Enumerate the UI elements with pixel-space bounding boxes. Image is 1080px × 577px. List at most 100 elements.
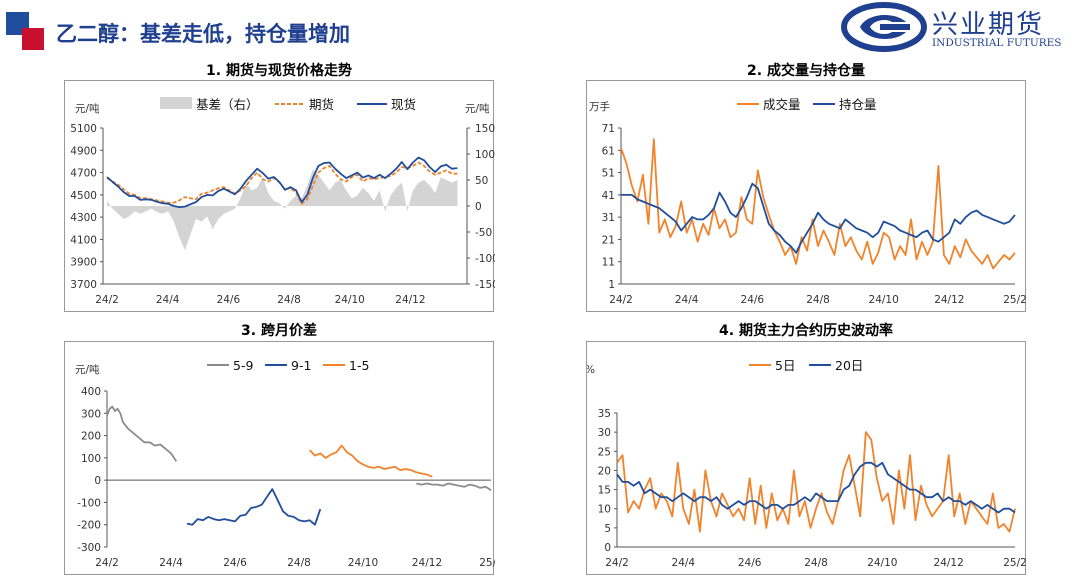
chart2-panel: 万手 71 61 51 41 31 21 11 1 24/2 24/4 24/6 24/8 24/10 24… (586, 80, 1027, 312)
c1-y2tick-label: 150 (475, 123, 495, 135)
logo-mark-icon (841, 2, 927, 52)
c4-ytick-label: 35 (598, 408, 611, 420)
c1-y2tick-label: 50 (475, 175, 488, 187)
c2-unit-left: 万手 (589, 100, 610, 113)
c3-series-line-2 (309, 444, 433, 478)
chart3-panel: 元/吨 400 300 200 100 0 -100 -200 -300 24/2 24/4 24/6… (64, 341, 495, 575)
c2-ytick-label: 1 (608, 279, 615, 291)
c4-ytick-label: 25 (598, 446, 611, 458)
c3-xtick-label: 24/12 (412, 557, 442, 569)
c2-ytick-label: 21 (602, 234, 615, 246)
c1-y2tick-label: 100 (475, 149, 495, 161)
c1-unit-right: 元/吨 (465, 102, 490, 115)
c3-xtick-label: 24/10 (348, 557, 378, 569)
c4-series-line-1 (616, 461, 1016, 514)
chart4-panel: % 35 30 25 20 15 10 5 0 24/2 24/4 24/6 24/8 24/10 24/1… (586, 341, 1027, 575)
c3-xtick-label: 25/2 (479, 557, 495, 569)
chart3-svg: 元/吨 400 300 200 100 0 -100 -200 -300 24/2 24/4 24/6… (75, 358, 495, 569)
c2-series-line-1 (621, 182, 1016, 254)
c1-y2tick-label: 0 (475, 201, 482, 213)
chart2-title: 2. 成交量与持仓量 (747, 63, 865, 79)
c1-ytick-label: 3900 (70, 257, 97, 269)
c1-ytick-label: 5100 (70, 123, 97, 135)
chart1-title: 1. 期货与现货价格走势 (206, 63, 352, 79)
c2-legend-label: 持仓量 (839, 97, 877, 112)
page-title: 乙二醇：基差走低，持仓量增加 (56, 22, 350, 46)
c1-y2tick-label: -150 (475, 279, 495, 291)
c3-ytick-label: 200 (81, 431, 101, 443)
c4-ytick-label: 15 (598, 485, 611, 497)
brand-square-red (22, 28, 44, 50)
c1-unit-left: 元/吨 (75, 102, 100, 115)
c1-series-basis-area (107, 169, 458, 251)
c3-ytick-label: -300 (77, 542, 101, 554)
c1-legend-swatch (160, 97, 192, 109)
logo-name: 兴业期货 (932, 10, 1045, 40)
chart3-title: 3. 跨月价差 (241, 323, 317, 339)
c4-ytick-label: 30 (598, 427, 611, 439)
c2-xtick-label: 24/10 (869, 294, 899, 306)
c3-legend-label: 9-1 (291, 358, 311, 373)
c2-xtick-label: 24/6 (741, 294, 765, 306)
c2-ytick-label: 11 (602, 257, 615, 269)
c1-xtick-label: 24/2 (95, 294, 119, 306)
c2-series-line-0 (620, 138, 1016, 270)
c2-xtick-label: 24/8 (806, 294, 830, 306)
c4-unit-left: % (587, 364, 595, 376)
c1-legend-label: 期货 (309, 97, 334, 112)
c3-ytick-label: -100 (77, 497, 101, 509)
c3-xtick-label: 24/2 (95, 557, 119, 569)
c3-legend-label: 5-9 (233, 358, 253, 373)
c1-legend-label: 基差（右） (196, 97, 259, 112)
c1-y2tick-label: -100 (475, 253, 495, 265)
c4-xtick-label: 24/12 (934, 557, 964, 569)
page-header: 乙二醇：基差走低，持仓量增加 兴业期货 INDUSTRIAL FUTURES (0, 0, 1080, 56)
c4-xtick-label: 24/10 (867, 557, 897, 569)
c4-ytick-label: 10 (598, 504, 611, 516)
c1-xtick-label: 24/10 (335, 294, 365, 306)
c3-ytick-label: 400 (81, 386, 101, 398)
c4-xtick-label: 25/2 (1003, 557, 1027, 569)
c2-legend-label: 成交量 (763, 97, 801, 112)
c3-xtick-label: 24/8 (287, 557, 311, 569)
c4-ytick-label: 5 (604, 523, 611, 535)
c4-xtick-label: 24/4 (672, 557, 696, 569)
c2-xtick-label: 25/2 (1003, 294, 1027, 306)
c2-ytick-label: 41 (602, 190, 615, 202)
c1-xtick-label: 24/6 (217, 294, 241, 306)
logo-en-name: INDUSTRIAL FUTURES (932, 37, 1062, 49)
c1-series-line-1 (106, 161, 458, 205)
c4-xtick-label: 24/8 (804, 557, 828, 569)
c2-xtick-label: 24/4 (675, 294, 699, 306)
c3-ytick-label: 100 (81, 453, 101, 465)
c4-legend-label: 20日 (835, 358, 863, 373)
c4-xtick-label: 24/2 (605, 557, 629, 569)
c3-xtick-label: 24/6 (223, 557, 247, 569)
c1-ytick-label: 4500 (70, 190, 97, 202)
c1-xtick-label: 24/8 (277, 294, 301, 306)
c4-ytick-label: 20 (598, 465, 611, 477)
chart4-svg: % 35 30 25 20 15 10 5 0 24/2 24/4 24/6 24/8 24/10 24/1… (587, 358, 1027, 569)
c1-ytick-label: 3700 (70, 279, 97, 291)
c3-series-line-1 (186, 488, 322, 526)
c4-xtick-label: 24/6 (738, 557, 762, 569)
c1-xtick-label: 24/12 (395, 294, 425, 306)
chart1-panel: 元/吨 元/吨 5100 4900 4700 4500 4300 4100 3900 3700 15… (64, 80, 495, 312)
c4-legend-label: 5日 (775, 358, 795, 373)
c2-xtick-label: 24/2 (609, 294, 633, 306)
company-logo: 兴业期货 INDUSTRIAL FUTURES (840, 2, 1080, 52)
c2-ytick-label: 61 (602, 145, 615, 157)
c1-ytick-label: 4300 (70, 212, 97, 224)
c3-unit-left: 元/吨 (75, 363, 100, 376)
c3-ytick-label: -200 (77, 520, 101, 532)
chart1-svg: 元/吨 元/吨 5100 4900 4700 4500 4300 4100 3900 3700 15… (70, 97, 495, 306)
c1-ytick-label: 4700 (70, 168, 97, 180)
c2-ytick-label: 71 (602, 123, 615, 135)
c4-series-line-0 (616, 431, 1016, 533)
c4-ytick-label: 0 (604, 542, 611, 554)
c1-series-line-2 (106, 156, 458, 208)
chart4-title: 4. 期货主力合约历史波动率 (719, 323, 893, 339)
c2-xtick-label: 24/12 (934, 294, 964, 306)
c1-legend-label: 现货 (391, 97, 416, 112)
